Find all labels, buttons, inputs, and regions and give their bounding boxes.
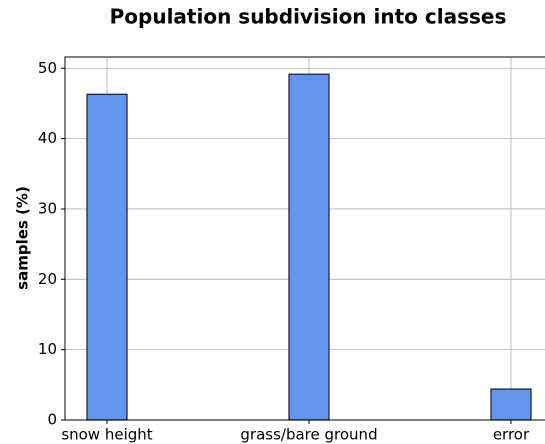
x-tick-label: snow height	[61, 426, 152, 444]
x-tick-label: grass/bare ground	[240, 426, 377, 444]
axis-frame	[64, 56, 545, 421]
y-tick-label: 30	[38, 199, 57, 217]
chart-title: Population subdivision into classes	[110, 5, 507, 29]
y-tick-label: 40	[38, 129, 57, 147]
y-tick-label: 10	[38, 340, 57, 358]
y-axis-label: samples (%)	[14, 186, 32, 290]
x-tick-label: error	[493, 426, 530, 444]
y-tick-label: 50	[38, 59, 57, 77]
bar	[288, 73, 330, 421]
y-tick-label: 20	[38, 270, 57, 288]
bar	[490, 388, 532, 421]
y-tick-label: 0	[47, 411, 57, 429]
bar	[86, 93, 128, 421]
